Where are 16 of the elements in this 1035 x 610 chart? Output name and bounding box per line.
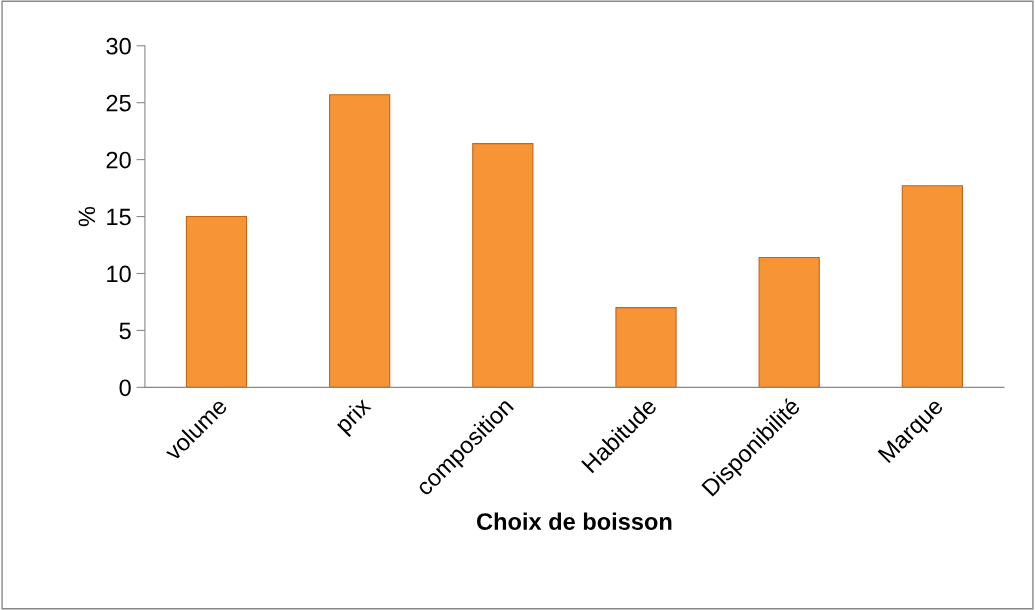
- bar: [615, 307, 677, 388]
- bar: [185, 215, 248, 388]
- x-axis-title: Choix de boisson: [477, 512, 672, 530]
- bar: [901, 185, 963, 388]
- bar: [758, 256, 820, 388]
- y-tick-label: 10: [107, 265, 131, 283]
- y-tick-label: 30: [106, 37, 131, 55]
- y-tick-label: 5: [119, 322, 131, 340]
- y-axis-title: %: [78, 206, 96, 227]
- y-tick-label: 15: [107, 208, 131, 226]
- x-tick-label: prix: [333, 395, 376, 438]
- y-tick-label: 0: [119, 379, 131, 397]
- y-tick-label: 20: [106, 151, 131, 169]
- y-tick-label: 25: [106, 94, 131, 112]
- bar: [329, 94, 391, 388]
- bar: [472, 143, 534, 388]
